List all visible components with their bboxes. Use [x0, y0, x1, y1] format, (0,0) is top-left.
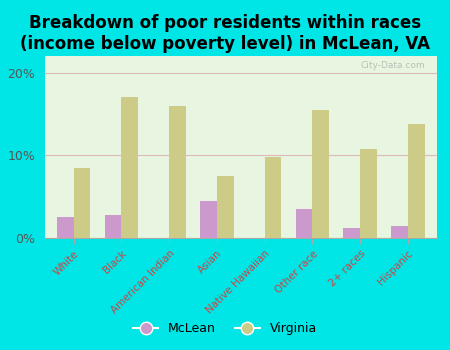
- Legend: McLean, Virginia: McLean, Virginia: [128, 317, 322, 340]
- Bar: [57, 217, 74, 238]
- Bar: [122, 97, 138, 238]
- Text: Breakdown of poor residents within races
(income below poverty level) in McLean,: Breakdown of poor residents within races…: [20, 14, 430, 53]
- Bar: [312, 110, 329, 238]
- Bar: [360, 149, 377, 238]
- Bar: [74, 168, 90, 238]
- Bar: [296, 209, 312, 238]
- Bar: [169, 106, 186, 238]
- Bar: [408, 124, 424, 238]
- Bar: [391, 226, 408, 238]
- Bar: [200, 201, 217, 238]
- Bar: [343, 228, 360, 238]
- Bar: [265, 157, 281, 238]
- Bar: [217, 176, 234, 238]
- Text: City-Data.com: City-Data.com: [360, 62, 425, 70]
- Bar: [105, 215, 122, 238]
